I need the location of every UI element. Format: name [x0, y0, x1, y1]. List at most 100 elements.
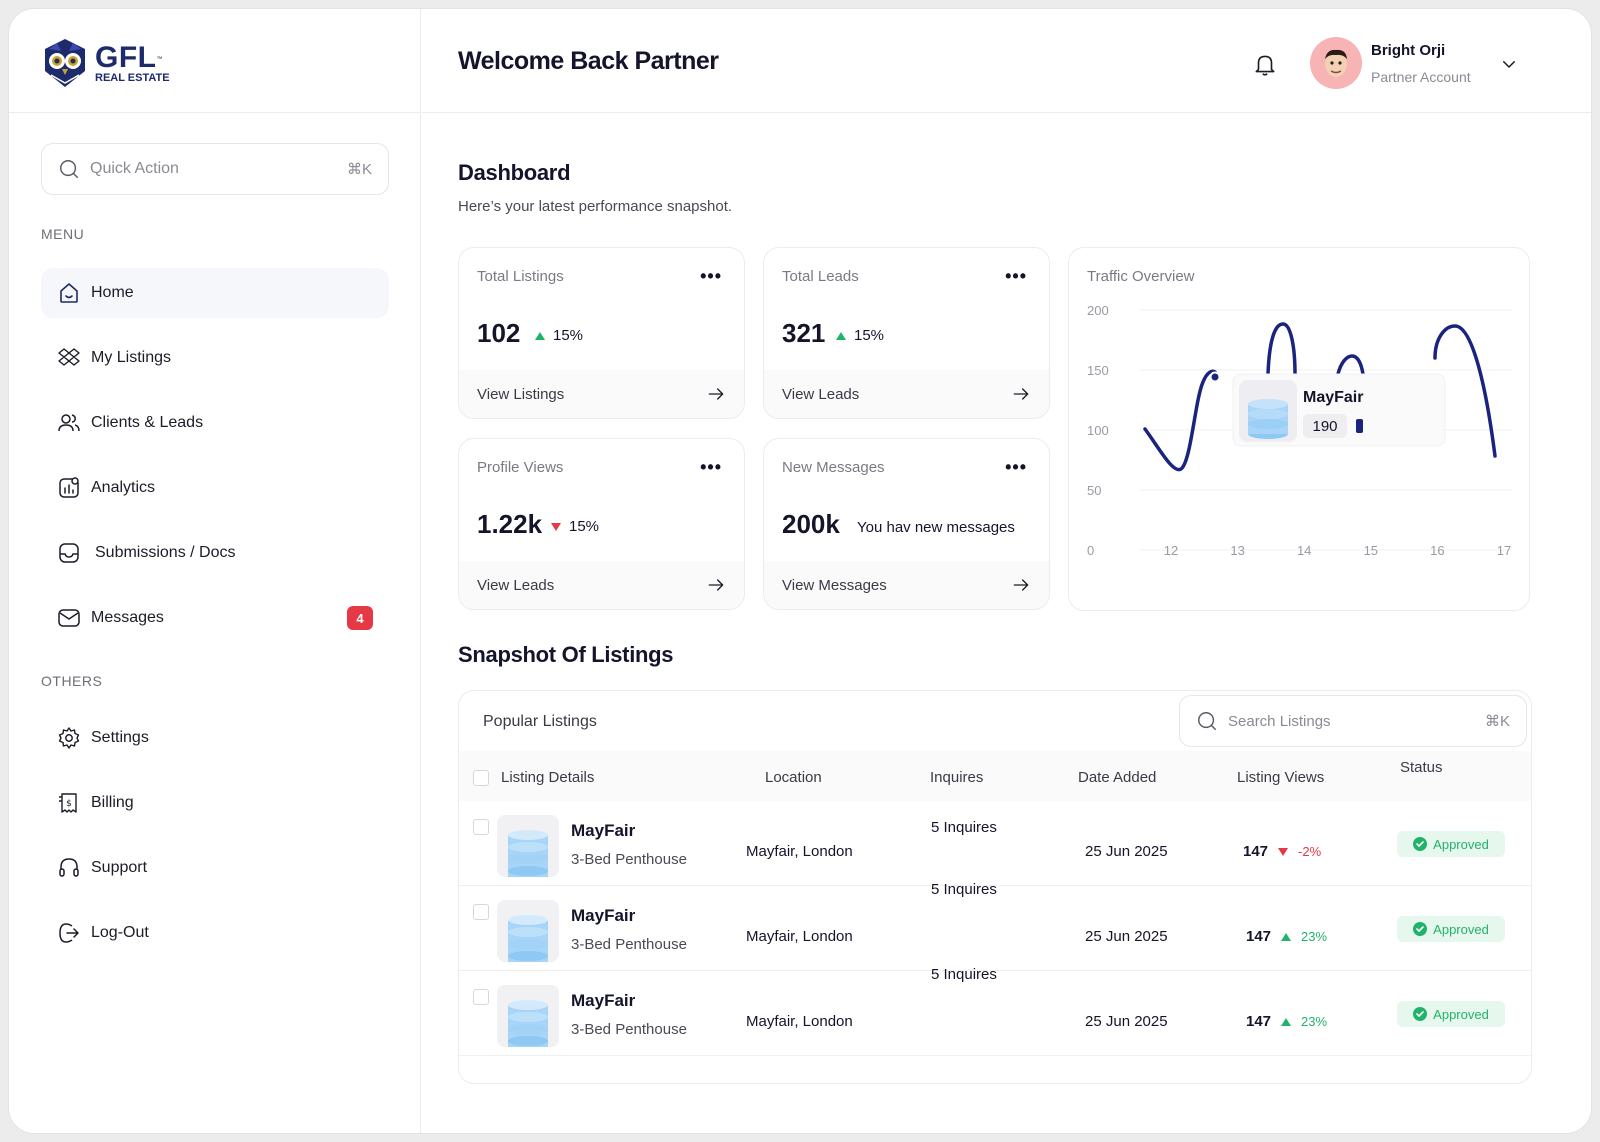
svg-text:$: $	[66, 799, 72, 809]
sidebar-item-my-listings[interactable]: My Listings	[41, 333, 389, 383]
receipt-icon: $	[57, 791, 81, 815]
row-checkbox[interactable]	[473, 904, 489, 920]
column-header[interactable]: Listing Views	[1237, 769, 1325, 786]
row-checkbox[interactable]	[473, 989, 489, 1005]
arrow-right-icon	[708, 388, 724, 400]
card-title: Total Listings	[477, 268, 564, 285]
views-change: 23%	[1301, 929, 1328, 944]
quick-action-placeholder: Quick Action	[90, 160, 179, 177]
listings-icon	[57, 346, 81, 370]
y-tick-label: 150	[1087, 363, 1109, 378]
search-icon	[1198, 712, 1216, 730]
sidebar-item-logout[interactable]: Log-Out	[41, 908, 389, 958]
sidebar-item-analytics[interactable]: Analytics	[41, 463, 389, 513]
sidebar-item-clients-leads[interactable]: Clients & Leads	[41, 398, 389, 448]
sidebar-item-label: Submissions / Docs	[95, 544, 236, 561]
main-content: Dashboard Here’s your latest performance…	[422, 114, 1591, 1133]
brand-logo[interactable]: GFL™ REAL ESTATE	[41, 37, 170, 89]
trend-down-icon	[1278, 847, 1289, 856]
x-tick-label: 13	[1230, 543, 1244, 558]
card-title: Profile Views	[477, 459, 564, 476]
stat-card-profile-views: Profile Views ••• 1.22k 15% View Leads	[458, 438, 745, 610]
sidebar-item-home[interactable]: Home	[41, 268, 389, 318]
traffic-series-line	[1143, 322, 1497, 472]
sidebar-item-submissions-docs[interactable]: Submissions / Docs	[41, 528, 389, 578]
active-point	[1209, 371, 1221, 383]
card-percent: 15%	[553, 327, 584, 344]
search-icon	[60, 160, 78, 178]
column-header[interactable]: Status	[1400, 759, 1443, 776]
listing-thumbnail	[497, 985, 559, 1047]
table-title: Popular Listings	[483, 713, 597, 730]
stat-card-total-leads: Total Leads ••• 321 15% View Leads	[763, 247, 1050, 419]
listing-views: 147 23%	[1246, 928, 1327, 945]
trend-up-icon	[535, 331, 545, 340]
search-listings-input[interactable]: Search Listings ⌘K	[1179, 695, 1527, 747]
table-row[interactable]: MayFair 3-Bed Penthouse Mayfair, London …	[459, 881, 1531, 971]
card-value: 321	[782, 318, 826, 348]
sidebar-item-billing[interactable]: $ Billing	[41, 778, 389, 828]
column-header[interactable]: Listing Details	[501, 769, 595, 786]
listing-type: 3-Bed Penthouse	[571, 851, 687, 868]
views-count: 147	[1243, 843, 1269, 860]
avatar[interactable]	[1310, 37, 1362, 89]
arrow-right-icon	[1013, 579, 1029, 591]
card-value: 200k	[782, 509, 840, 539]
more-options-icon[interactable]: •••	[1005, 457, 1027, 477]
more-options-icon[interactable]: •••	[700, 457, 722, 477]
status-label: Approved	[1433, 836, 1489, 852]
listing-type: 3-Bed Penthouse	[571, 1021, 687, 1038]
brand-sub: REAL ESTATE	[95, 71, 170, 84]
user-role: Partner Account	[1371, 69, 1471, 85]
notifications-bell-icon[interactable]	[1252, 51, 1278, 82]
column-header[interactable]: Inquires	[930, 769, 984, 786]
quick-action-search[interactable]: Quick Action ⌘K	[41, 143, 389, 195]
quick-action-shortcut: ⌘K	[346, 161, 372, 178]
card-percent: 15%	[854, 327, 885, 344]
card-footer-label: View Listings	[477, 385, 565, 403]
search-listings-placeholder: Search Listings	[1228, 712, 1331, 730]
stat-card-total-listings: Total Listings ••• 102 15% View Listings	[458, 247, 745, 419]
mail-icon	[57, 606, 81, 630]
others-label: OTHERS	[41, 673, 103, 689]
x-tick-label: 16	[1430, 543, 1444, 558]
more-options-icon[interactable]: •••	[700, 266, 722, 286]
traffic-chart: 0 50 100 150 200 12 13 14 15 16 17 MayFair 190	[1087, 303, 1513, 558]
column-header[interactable]: Location	[765, 769, 822, 786]
more-options-icon[interactable]: •••	[1005, 266, 1027, 286]
x-tick-label: 15	[1364, 543, 1378, 558]
view-leads-link[interactable]: View Leads	[764, 370, 1049, 418]
logo-area: GFL™ REAL ESTATE	[9, 9, 421, 113]
owl-logo-icon	[45, 39, 85, 87]
search-listings-shortcut: ⌘K	[1484, 713, 1510, 730]
y-tick-label: 0	[1087, 543, 1094, 558]
sidebar-item-label: Home	[91, 284, 134, 301]
listing-date: 25 Jun 2025	[1085, 843, 1168, 860]
views-change: -2%	[1298, 844, 1322, 859]
sidebar-item-messages[interactable]: Messages 4	[41, 593, 389, 643]
table-row[interactable]: MayFair 3-Bed Penthouse Mayfair, London …	[459, 966, 1531, 1056]
brand-tm: ™	[156, 56, 163, 63]
tooltip-label: MayFair	[1303, 389, 1363, 406]
view-leads-link[interactable]: View Leads	[459, 561, 744, 609]
sidebar-item-label: Log-Out	[91, 924, 149, 941]
row-checkbox[interactable]	[473, 819, 489, 835]
sidebar-item-settings[interactable]: Settings	[41, 713, 389, 763]
listing-location: Mayfair, London	[746, 928, 853, 945]
home-icon	[57, 281, 81, 305]
column-header[interactable]: Date Added	[1078, 769, 1157, 786]
x-tick-label: 14	[1297, 543, 1311, 558]
sidebar-item-support[interactable]: Support	[41, 843, 389, 893]
view-listings-link[interactable]: View Listings	[459, 370, 744, 418]
card-title: New Messages	[782, 459, 885, 476]
tooltip-value: 190	[1312, 418, 1337, 435]
listings-table-card: Popular Listings Search Listings ⌘K List…	[458, 690, 1532, 1084]
users-icon	[57, 411, 81, 435]
view-messages-link[interactable]: View Messages	[764, 561, 1049, 609]
select-all-checkbox[interactable]	[473, 770, 489, 786]
app-window: GFL™ REAL ESTATE Quick Action ⌘K MENU Ho…	[8, 8, 1592, 1134]
chevron-down-icon[interactable]	[1500, 55, 1518, 78]
listing-location: Mayfair, London	[746, 1013, 853, 1030]
table-row[interactable]: MayFair 3-Bed Penthouse Mayfair, London …	[459, 801, 1531, 886]
top-bar: Welcome Back Partner Bright Orji Partner…	[422, 9, 1591, 113]
